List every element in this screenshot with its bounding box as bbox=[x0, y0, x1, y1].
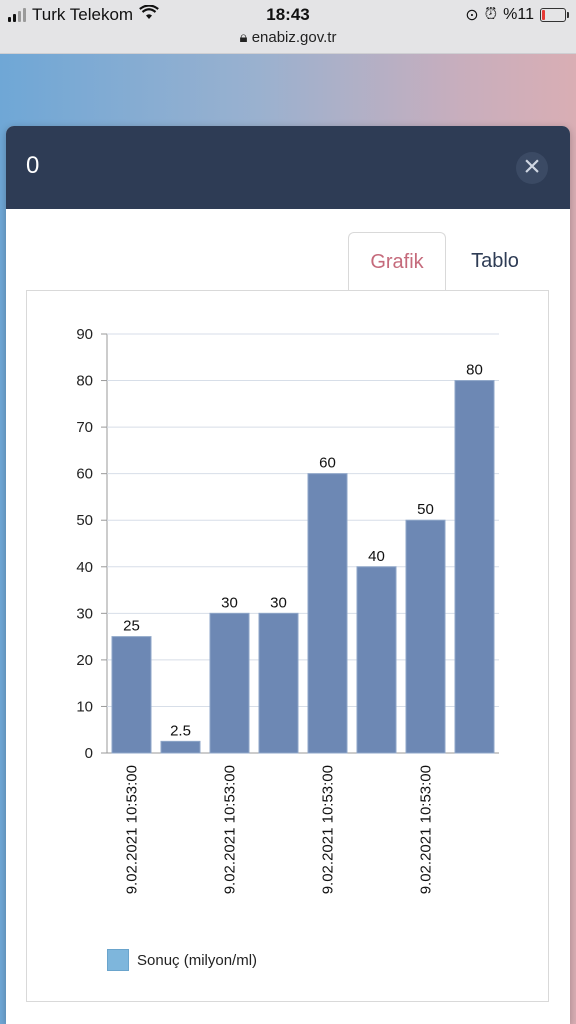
legend-swatch bbox=[107, 949, 129, 971]
x-tick-label: 9.02.2021 10:53:00 bbox=[124, 765, 141, 894]
x-tick-label: 9.02.2021 10:53:00 bbox=[320, 765, 337, 894]
bar bbox=[160, 740, 201, 754]
bar-value-label: 50 bbox=[417, 501, 434, 518]
status-bar: Turk Telekom 18:43 🔒︎ enabiz.gov.tr ⊙ ⏰︎… bbox=[0, 0, 576, 54]
y-tick-label: 90 bbox=[76, 326, 93, 343]
y-tick-label: 40 bbox=[76, 559, 93, 576]
x-tick-label: 9.02.2021 10:53:00 bbox=[222, 765, 239, 894]
y-tick-label: 70 bbox=[76, 419, 93, 436]
y-tick-label: 10 bbox=[76, 698, 93, 715]
bar-value-label: 25 bbox=[123, 618, 140, 635]
bar bbox=[405, 519, 446, 754]
bar-value-label: 30 bbox=[270, 594, 287, 611]
bar-value-label: 80 bbox=[466, 362, 483, 379]
bar bbox=[454, 380, 495, 754]
bar bbox=[209, 612, 250, 754]
y-tick-label: 20 bbox=[76, 652, 93, 669]
bar-value-label: 2.5 bbox=[170, 722, 191, 739]
bar-value-label: 30 bbox=[221, 594, 238, 611]
y-tick-label: 0 bbox=[85, 745, 93, 762]
y-tick-label: 80 bbox=[76, 373, 93, 390]
carrier-info: Turk Telekom bbox=[8, 4, 159, 25]
y-tick-label: 30 bbox=[76, 605, 93, 622]
tab-tablo[interactable]: Tablo bbox=[471, 249, 519, 272]
url-bar[interactable]: 🔒︎ enabiz.gov.tr bbox=[0, 29, 576, 46]
y-tick-label: 50 bbox=[76, 512, 93, 529]
tab-grafik[interactable]: Grafik bbox=[348, 232, 446, 291]
alarm-icon: ⏰︎ bbox=[484, 6, 498, 23]
url-text: enabiz.gov.tr bbox=[251, 29, 337, 46]
clock: 18:43 bbox=[266, 5, 310, 24]
carrier-name: Turk Telekom bbox=[32, 5, 134, 24]
bar bbox=[258, 612, 299, 754]
lock-icon: 🔒︎ bbox=[239, 29, 248, 46]
modal-header: 0 × bbox=[6, 126, 570, 209]
x-tick-label: 9.02.2021 10:53:00 bbox=[418, 765, 435, 894]
rotation-lock-icon: ⊙ bbox=[465, 7, 479, 24]
bar bbox=[356, 566, 397, 754]
close-icon: × bbox=[523, 150, 541, 183]
chart-modal: 0 × Grafik Tablo 0 10 20 30 40 50 60 70 80 90 25 9.… bbox=[6, 126, 570, 1024]
battery-icon bbox=[540, 8, 569, 22]
legend-label: Sonuç (milyon/ml) bbox=[137, 951, 258, 969]
chart-panel: 0 10 20 30 40 50 60 70 80 90 25 9.02.2021 10:53:00 2… bbox=[26, 290, 549, 1002]
bar bbox=[307, 473, 348, 754]
bar-value-label: 60 bbox=[319, 455, 336, 472]
view-tabs: Grafik Tablo bbox=[348, 232, 544, 291]
modal-title: 0 bbox=[26, 152, 40, 179]
battery-percent: %11 bbox=[503, 6, 534, 23]
signal-icon bbox=[8, 8, 26, 22]
chart-legend[interactable]: Sonuç (milyon/ml) bbox=[107, 949, 257, 971]
close-button[interactable]: × bbox=[516, 152, 548, 184]
bar-value-label: 40 bbox=[368, 548, 385, 565]
status-icons: ⊙ ⏰︎ %11 bbox=[465, 5, 569, 25]
y-tick-label: 60 bbox=[76, 466, 93, 483]
wifi-icon bbox=[139, 4, 159, 25]
bar bbox=[111, 636, 152, 754]
bar-chart: 0 10 20 30 40 50 60 70 80 90 25 9.02.2021 10:53:00 2… bbox=[76, 326, 499, 894]
